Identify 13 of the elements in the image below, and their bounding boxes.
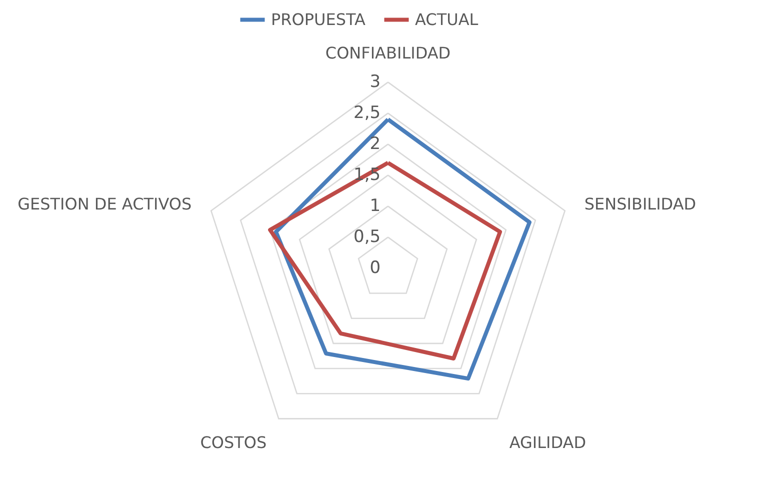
spoke-label: AGILIDAD: [509, 433, 586, 452]
y-tick-label: 1: [370, 196, 381, 216]
spoke-label: COSTOS: [200, 433, 267, 452]
y-tick-label: 0: [370, 258, 381, 278]
spoke-label: GESTION DE ACTIVOS: [18, 194, 192, 214]
legend-label: ACTUAL: [415, 10, 478, 29]
spoke-label: CONFIABILIDAD: [325, 44, 451, 63]
y-tick-label: 2,5: [354, 103, 381, 124]
y-tick-label: 0,5: [354, 227, 381, 248]
y-tick-label: 2: [370, 134, 381, 154]
legend-label: PROPUESTA: [271, 10, 366, 29]
spoke-label: SENSIBILIDAD: [584, 194, 696, 214]
y-tick-label: 3: [370, 72, 381, 92]
